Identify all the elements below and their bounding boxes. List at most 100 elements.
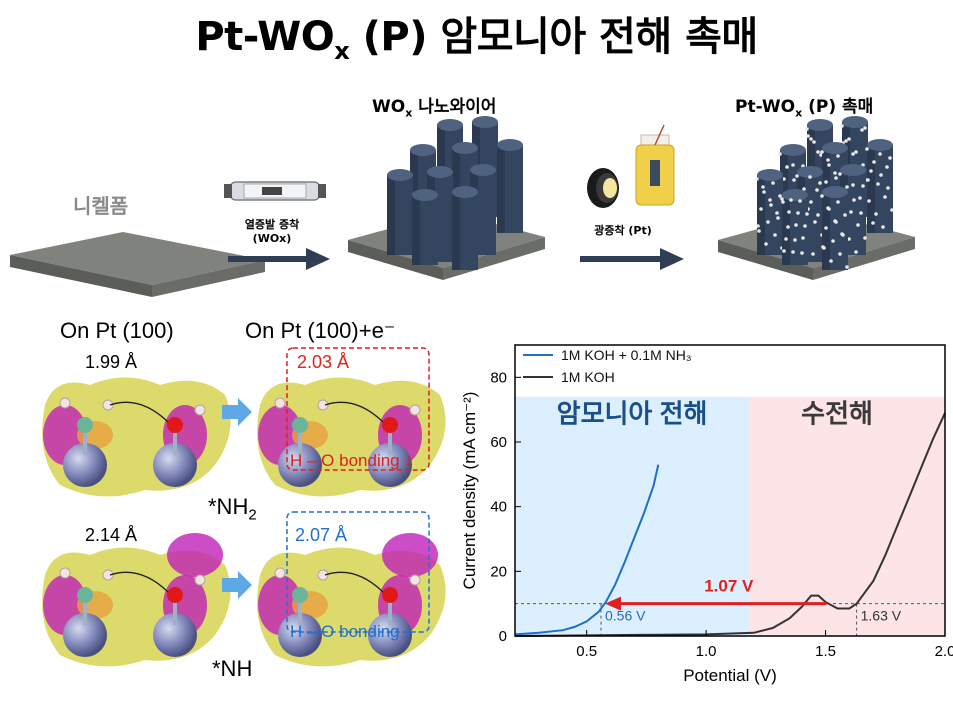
pt-particle	[865, 147, 869, 151]
pt-particle	[888, 156, 892, 160]
pt-particle	[867, 199, 871, 203]
o-atom	[167, 417, 183, 433]
pt-particle	[816, 150, 820, 154]
pt-particle	[826, 206, 830, 210]
pt-atom	[63, 443, 107, 487]
h-atom	[102, 569, 114, 581]
pt-particle	[840, 124, 844, 128]
pt-particle	[791, 250, 795, 254]
charge-density-panel	[42, 377, 231, 497]
pt-particle	[809, 200, 813, 204]
pt-particle	[871, 221, 875, 225]
n-atom	[77, 417, 93, 433]
dist-nh-right: 2.07 Å	[295, 525, 348, 545]
pt-particle	[831, 239, 835, 243]
n-atom	[77, 587, 93, 603]
h-atom	[102, 399, 114, 411]
legend-label: 1M KOH + 0.1M NH₃	[561, 347, 692, 363]
h-atom	[59, 567, 71, 579]
pt-atom	[63, 613, 107, 657]
pt-particle	[866, 178, 870, 182]
n-atom	[292, 417, 308, 433]
pt-particle	[840, 232, 844, 236]
species-nh2: *NH2	[208, 494, 257, 524]
x-tick-label: 1.5	[815, 643, 836, 660]
pt-particle	[796, 211, 800, 215]
pt-particle	[771, 181, 775, 185]
dist-nh-left: 2.14 Å	[85, 525, 138, 545]
x-tick-label: 0.5	[576, 643, 597, 660]
series-line	[514, 464, 660, 636]
series-line	[514, 412, 946, 637]
y-axis-label: Current density (mA cm⁻²)	[460, 392, 479, 590]
pt-particle	[785, 165, 789, 169]
pt-particle	[847, 137, 851, 141]
pt-particle	[836, 200, 840, 204]
x-tick-label: 2.0	[935, 643, 953, 660]
pt-particle	[773, 233, 777, 237]
pt-particle	[838, 172, 842, 176]
pt-particle	[851, 152, 855, 156]
species-nh: *NH	[212, 656, 253, 681]
bonding-nh2: H – O bonding ↓	[290, 451, 413, 470]
pt-particle	[860, 128, 864, 132]
chart-region-label: 암모니아 전해	[557, 399, 708, 429]
pt-particle	[827, 163, 831, 167]
pt-particle	[775, 211, 779, 215]
o-atom	[382, 417, 398, 433]
pt-particle	[872, 160, 876, 164]
o-atom	[382, 587, 398, 603]
pt-particle	[780, 197, 784, 201]
pt-particle	[861, 184, 865, 188]
nickel-foam-label: 니켈폼	[73, 194, 129, 218]
pt-particle	[869, 169, 873, 173]
h-atom	[409, 574, 421, 586]
pt-particle	[782, 177, 786, 181]
pt-particle	[802, 187, 806, 191]
n-atom	[292, 587, 308, 603]
pt-particle	[878, 152, 882, 156]
nanowire-label: WOx 나노와이어	[372, 97, 497, 120]
chart-region	[749, 396, 945, 636]
pt-particle	[863, 126, 867, 130]
h-atom	[274, 567, 286, 579]
highlight-box-blue	[286, 511, 430, 633]
pt-particle	[781, 200, 785, 204]
pt-particle	[793, 238, 797, 242]
pt-particle	[836, 154, 840, 158]
pt-particle	[849, 210, 853, 214]
pt-particle	[769, 203, 773, 207]
pt-particle	[789, 198, 793, 202]
pt-particle	[762, 190, 766, 194]
pt-particle	[845, 185, 849, 189]
h-atom	[194, 404, 206, 416]
pt-particle	[824, 180, 828, 184]
pt-particle	[819, 153, 823, 157]
dist-nh2-right: 2.03 Å	[297, 352, 350, 372]
plot-frame	[514, 344, 946, 637]
pt-particle	[859, 211, 863, 215]
pt-particle	[766, 220, 770, 224]
y-tick-label: 80	[490, 369, 507, 386]
pt-particle	[791, 163, 795, 167]
pt-particle	[847, 237, 851, 241]
pt-particle	[833, 219, 837, 223]
charge-density-panel	[257, 377, 446, 497]
pt-particle	[890, 208, 894, 212]
chart-region-label: 수전해	[801, 399, 873, 429]
pt-particle	[856, 223, 860, 227]
pt-particle	[879, 173, 883, 177]
h-atom	[274, 397, 286, 409]
pt-particle	[883, 195, 887, 199]
pt-particle	[886, 186, 890, 190]
pt-particle	[759, 207, 763, 211]
pt-particle	[778, 194, 782, 198]
pt-particle	[776, 216, 780, 220]
pt-particle	[798, 199, 802, 203]
synthesis-process-schematic	[10, 116, 915, 297]
pt-particle	[808, 175, 812, 179]
pt-particle	[820, 194, 824, 198]
bonding-nh: H – O bonding ↑	[290, 622, 413, 641]
charge-density-panel	[257, 533, 446, 667]
h-atom	[317, 399, 329, 411]
